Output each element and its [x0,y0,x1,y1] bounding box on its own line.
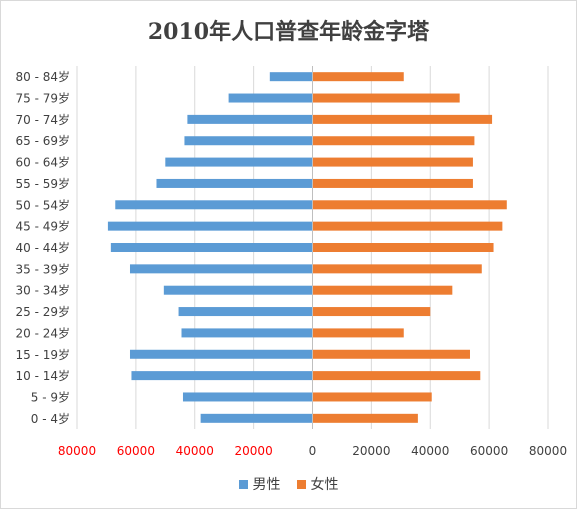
bar-female-9 [312,221,503,231]
bar-female-3 [312,349,470,359]
bar-female-4 [312,328,404,338]
bar-female-10 [312,200,507,210]
category-label-3: 15 - 19岁 [16,347,71,362]
category-label-2: 10 - 14岁 [16,368,71,383]
bar-male-16 [269,72,313,82]
category-label-6: 30 - 34岁 [16,283,71,298]
category-label-5: 25 - 29岁 [16,304,71,319]
bar-male-11 [156,178,313,188]
bar-male-15 [228,93,313,103]
x-tick-label-4: 0 [309,444,317,458]
bar-male-4 [181,328,313,338]
bar-female-5 [312,307,431,317]
category-label-8: 40 - 44岁 [16,240,71,255]
bar-male-10 [115,200,313,210]
bar-male-2 [131,371,313,381]
bar-male-1 [182,392,313,402]
bar-female-16 [312,72,404,82]
bar-male-9 [107,221,313,231]
category-label-7: 35 - 39岁 [16,261,71,276]
bar-male-7 [129,264,313,274]
legend: 男性 女性 [0,474,577,494]
chart-title: 2010年人口普查年龄金字塔 [147,19,430,45]
legend-swatch-male [238,479,248,489]
bar-female-0 [312,413,418,423]
x-tick-label-7: 60000 [470,444,508,458]
bar-male-0 [200,413,313,423]
bar-female-2 [312,371,481,381]
x-tick-label-1: 60000 [117,444,155,458]
legend-item-female: 女性 [296,474,339,494]
bar-female-1 [312,392,432,402]
x-tick-label-2: 40000 [176,444,214,458]
category-label-10: 50 - 54岁 [16,197,71,212]
legend-label-female: 女性 [310,477,339,493]
bar-male-3 [129,349,313,359]
category-label-1: 5 - 9岁 [31,389,70,404]
category-label-16: 80 - 84岁 [16,69,71,84]
bar-female-11 [312,178,473,188]
category-label-11: 55 - 59岁 [16,176,71,191]
bar-female-15 [312,93,460,103]
x-tick-label-8: 80000 [529,444,567,458]
x-tick-label-3: 20000 [235,444,273,458]
category-label-12: 60 - 64岁 [16,155,71,170]
bar-female-13 [312,136,475,146]
category-label-14: 70 - 74岁 [16,112,71,127]
category-label-9: 45 - 49岁 [16,219,71,234]
category-label-0: 0 - 4岁 [31,411,70,426]
bar-male-14 [187,114,313,124]
bar-male-13 [184,136,313,146]
bar-female-6 [312,285,453,295]
bar-female-14 [312,114,493,124]
bar-female-8 [312,243,494,252]
category-label-13: 65 - 69岁 [16,133,71,148]
bar-male-6 [163,285,313,295]
legend-item-male: 男性 [238,474,281,494]
legend-swatch-female [296,479,306,489]
category-label-4: 20 - 24岁 [16,325,71,340]
bar-male-5 [178,307,313,317]
bar-male-8 [110,243,313,252]
category-label-15: 75 - 79岁 [16,91,71,106]
x-tick-label-0: 80000 [58,444,96,458]
legend-label-male: 男性 [252,477,281,493]
x-tick-label-5: 20000 [352,444,390,458]
bar-female-7 [312,264,482,274]
bar-female-12 [312,157,473,167]
x-tick-label-6: 40000 [411,444,449,458]
bar-male-12 [165,157,313,167]
